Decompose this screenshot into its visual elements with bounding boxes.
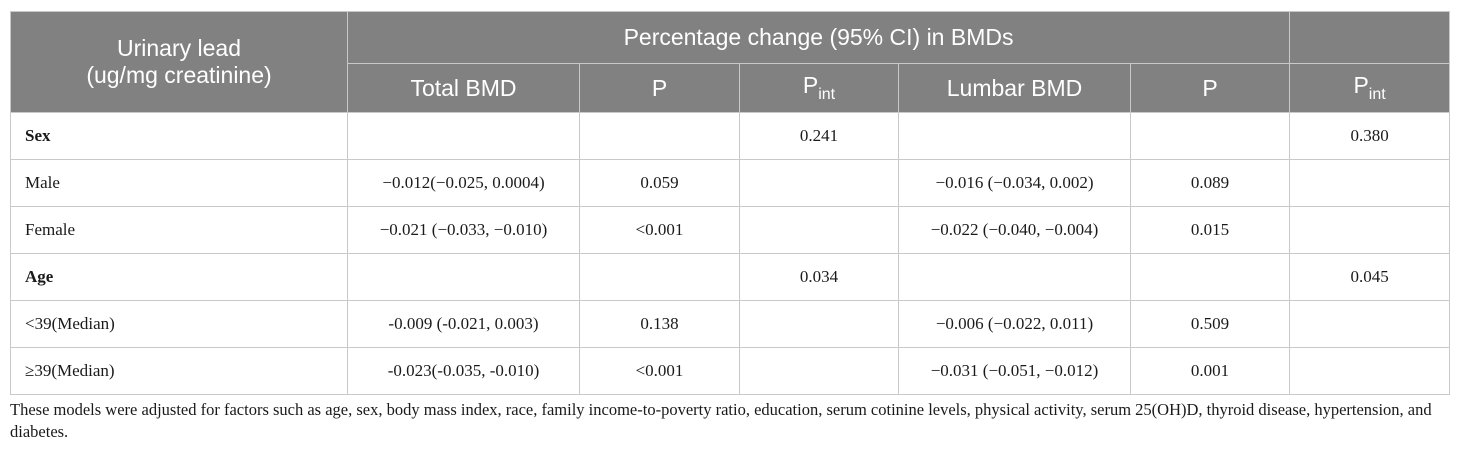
header-empty-top [1289,11,1451,64]
cell-lumbar-bmd: −0.031 (−0.051, −0.012) [898,347,1131,395]
cell-pint-total [739,300,899,348]
cell-p-total: <0.001 [579,347,740,395]
cell-p-total: 0.059 [579,159,740,207]
cell-p-lumbar [1129,253,1291,301]
header-percentage-change: Percentage change (95% CI) in BMDs [346,11,1291,64]
cell-lumbar-bmd [898,253,1131,301]
cell-pint-lumbar [1289,300,1451,348]
cell-p-total [579,112,740,160]
cell-p-total: <0.001 [579,206,740,254]
cell-p-lumbar: 0.015 [1129,206,1291,254]
header-row-1: Urinary lead (ug/mg creatinine) Percenta… [10,11,1451,113]
header-total-bmd: Total BMD [347,63,580,113]
cell-pint-total [739,159,899,207]
cell-total-bmd [347,253,580,301]
cell-total-bmd: −0.012(−0.025, 0.0004) [347,159,580,207]
cell-p-lumbar: 0.089 [1129,159,1291,207]
cell-p-lumbar: 0.001 [1129,347,1291,395]
results-table-container: Urinary lead (ug/mg creatinine) Percenta… [10,11,1451,443]
cell-pint-total: 0.241 [739,112,899,160]
row-label: Age [10,253,348,301]
table-row: Age 0.034 0.045 [10,253,1451,301]
table-row: Male −0.012(−0.025, 0.0004) 0.059 −0.016… [10,159,1451,207]
cell-pint-lumbar [1289,206,1451,254]
cell-lumbar-bmd [898,112,1131,160]
cell-total-bmd: −0.021 (−0.033, −0.010) [347,206,580,254]
cell-pint-total [739,206,899,254]
row-label: Female [10,206,348,254]
cell-pint-lumbar [1289,347,1451,395]
row-label: Male [10,159,348,207]
header-p-lumbar: P [1129,63,1291,113]
cell-pint-total [739,347,899,395]
header-lumbar-bmd: Lumbar BMD [898,63,1131,113]
row-label: <39(Median) [10,300,348,348]
cell-p-lumbar [1129,112,1291,160]
row-label: Sex [10,112,348,160]
cell-total-bmd: -0.023(-0.035, -0.010) [347,347,580,395]
cell-pint-lumbar: 0.045 [1289,253,1451,301]
row-label: ≥39(Median) [10,347,348,395]
header-pint-lumbar: Pint [1289,63,1451,113]
cell-pint-total: 0.034 [739,253,899,301]
table-row: <39(Median) -0.009 (-0.021, 0.003) 0.138… [10,300,1451,348]
table-footnote: These models were adjusted for factors s… [10,400,1432,441]
cell-pint-lumbar: 0.380 [1289,112,1451,160]
cell-lumbar-bmd: −0.016 (−0.034, 0.002) [898,159,1131,207]
header-urinary-lead: Urinary lead (ug/mg creatinine) [10,11,348,113]
table-row: ≥39(Median) -0.023(-0.035, -0.010) <0.00… [10,347,1451,395]
cell-total-bmd [347,112,580,160]
header-pint-total: Pint [739,63,899,113]
bmd-results-table: Urinary lead (ug/mg creatinine) Percenta… [10,11,1451,395]
cell-p-total: 0.138 [579,300,740,348]
cell-p-lumbar: 0.509 [1129,300,1291,348]
header-row-2: Total BMD P Pint Lumbar BMD P Pint [11,63,1451,113]
table-row: Female −0.021 (−0.033, −0.010) <0.001 −0… [10,206,1451,254]
cell-p-total [579,253,740,301]
cell-pint-lumbar [1289,159,1451,207]
cell-lumbar-bmd: −0.022 (−0.040, −0.004) [898,206,1131,254]
table-row: Sex 0.241 0.380 [10,112,1451,160]
cell-total-bmd: -0.009 (-0.021, 0.003) [347,300,580,348]
cell-lumbar-bmd: −0.006 (−0.022, 0.011) [898,300,1131,348]
header-p-total: P [579,63,740,113]
